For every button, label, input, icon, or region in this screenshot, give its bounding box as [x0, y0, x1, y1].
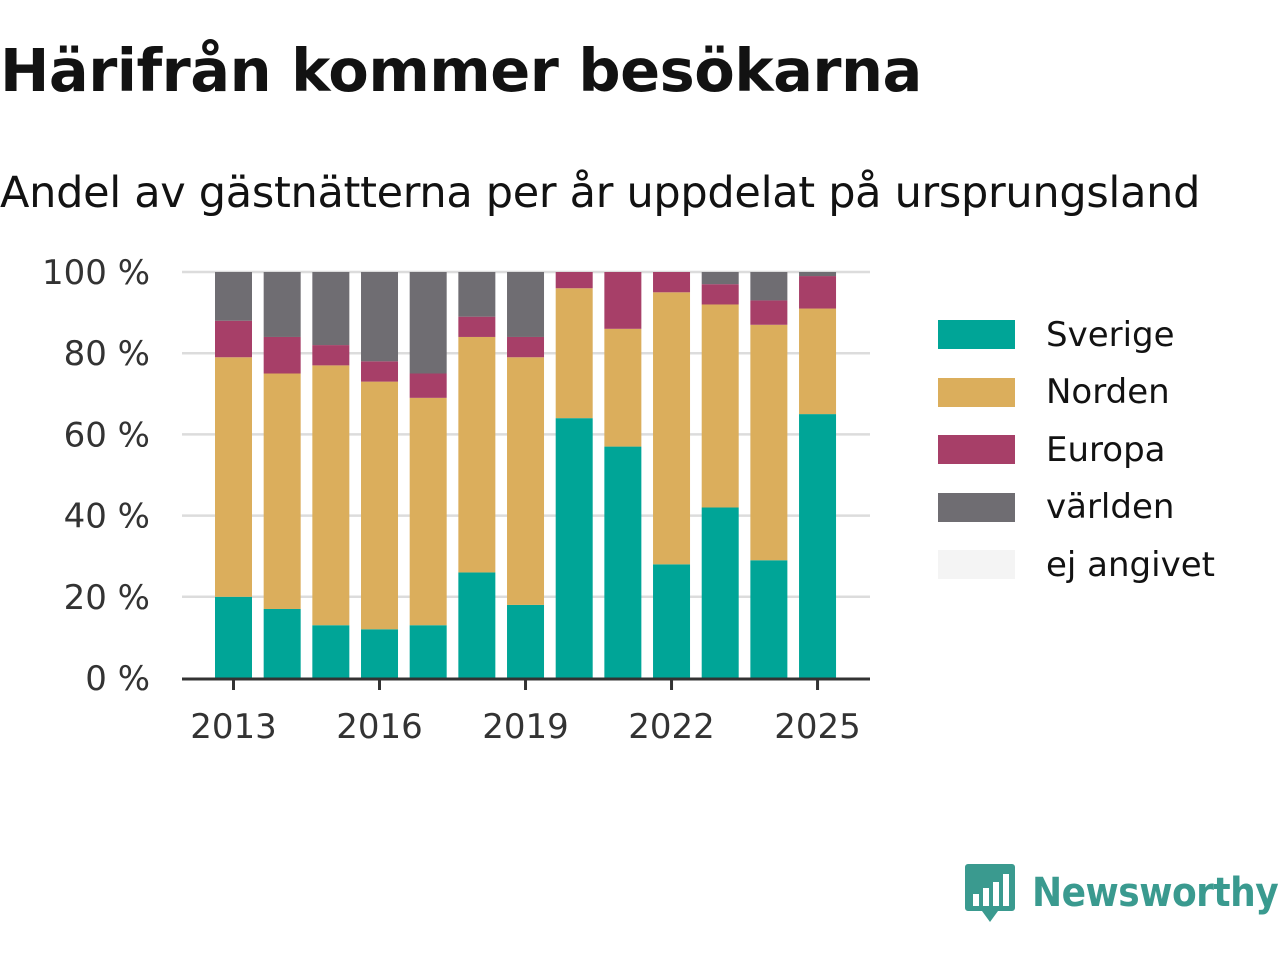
legend-item-europa: Europa	[938, 421, 1215, 479]
legend-item-norden: Norden	[938, 364, 1215, 422]
bar-segment	[604, 272, 642, 329]
bar-segment	[507, 357, 545, 605]
bar-segment	[507, 272, 545, 337]
bar-segment	[750, 324, 788, 561]
y-tick-label: 20 %	[64, 578, 150, 618]
bar-segment	[750, 272, 788, 301]
legend-swatch-norden	[938, 377, 1015, 407]
bar-segment	[555, 272, 593, 289]
bar-segment	[701, 272, 739, 285]
legend-item-sverige: Sverige	[938, 306, 1215, 364]
y-tick-label: 100 %	[42, 253, 150, 293]
stacked-bar-chart: 0 % 20 % 40 % 60 % 80 % 100 % 2013 2016 2019 2022…	[42, 253, 870, 747]
legend-swatch-sverige	[938, 320, 1015, 350]
x-tick-label: 2022	[628, 707, 715, 747]
legend-item-varlden: världen	[938, 479, 1215, 537]
bar-segment	[361, 629, 399, 678]
bar-segment	[507, 604, 545, 678]
bar-segment	[215, 320, 252, 358]
legend-swatch-ej-angivet	[938, 550, 1015, 580]
bar-segment	[653, 292, 691, 565]
bar-segment	[750, 560, 788, 678]
bar-segment	[263, 336, 301, 374]
bar-segment	[312, 365, 350, 626]
brand-name: Newsworthy	[1032, 870, 1279, 916]
x-tick-label: 2019	[482, 707, 569, 747]
bar-segment	[263, 608, 301, 678]
bar-segment	[458, 316, 496, 337]
bar-segment	[799, 308, 837, 415]
bar-segment	[701, 507, 739, 678]
y-tick-label: 80 %	[64, 334, 150, 374]
bar-segment	[458, 272, 496, 317]
bar-segment	[604, 446, 642, 678]
bar-segment	[361, 381, 399, 630]
chart-title: Härifrån kommer besökarna	[0, 36, 922, 105]
bar-segment	[361, 361, 399, 382]
bar-segment	[312, 625, 350, 678]
x-tick-label: 2025	[774, 707, 861, 747]
y-tick-label: 60 %	[64, 415, 150, 455]
bar-segment	[701, 304, 739, 508]
bar-segment	[361, 272, 399, 362]
bar-segment	[653, 272, 691, 293]
bar-segment	[799, 414, 837, 678]
bar-segment	[312, 272, 350, 346]
bar-segment	[701, 284, 739, 305]
legend-label: Europa	[1046, 429, 1166, 470]
bar-segment	[409, 397, 447, 626]
chart-legend: Sverige Norden Europa världen ej angivet	[938, 306, 1215, 594]
legend-swatch-varlden	[938, 492, 1015, 522]
bar-segment	[215, 272, 252, 321]
legend-item-ej-angivet: ej angivet	[938, 536, 1215, 594]
bar-segment	[604, 328, 642, 447]
bar-segment	[312, 345, 350, 366]
bar-segment	[263, 373, 301, 609]
y-tick-label: 40 %	[64, 497, 150, 537]
chart-subtitle: Andel av gästnätterna per år uppdelat på…	[0, 168, 1201, 218]
x-tick-label: 2016	[336, 707, 423, 747]
bar-segment	[409, 625, 447, 678]
legend-swatch-europa	[938, 435, 1015, 465]
bar-segment	[555, 418, 593, 678]
bar-segment	[750, 300, 788, 325]
bar-segment	[458, 572, 496, 678]
legend-label: ej angivet	[1046, 544, 1215, 585]
x-tick-label: 2013	[190, 707, 277, 747]
bar-segment	[799, 272, 837, 277]
bar-segment	[409, 373, 447, 398]
bar-segment	[409, 272, 447, 374]
bar-segment	[263, 272, 301, 337]
bar-segment	[215, 357, 252, 597]
bar-segment	[458, 336, 496, 573]
legend-label: Norden	[1046, 372, 1170, 413]
y-tick-label: 0 %	[85, 659, 150, 699]
brand: Newsworthy	[964, 862, 1279, 924]
bar-segment	[507, 336, 545, 358]
newsworthy-logo-icon	[965, 864, 1015, 922]
bar-segment	[653, 564, 691, 678]
bar-segment	[799, 276, 837, 309]
legend-label: världen	[1046, 487, 1175, 528]
legend-label: Sverige	[1046, 314, 1175, 355]
bar-segment	[215, 596, 252, 678]
bar-segment	[555, 288, 593, 419]
